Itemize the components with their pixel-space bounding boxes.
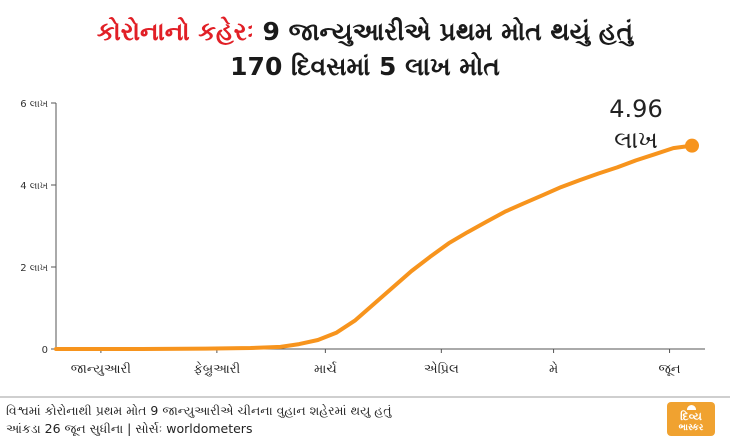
x-tick-label: એપ્રિલ xyxy=(424,361,459,377)
title-line-1: કોરોનાનો કહેરઃ 9 જાન્યુઆરીએ પ્રથમ મોત થય… xyxy=(0,14,730,49)
title-rest: 9 જાન્યુઆરીએ પ્રથમ મોત થયું હતું xyxy=(253,17,634,46)
logo-line-1: દિવ્ય xyxy=(680,409,702,423)
divya-bhaskar-logo: દિવ્ય ભાસ્કર xyxy=(667,402,715,436)
x-tick-label: જાન્યુઆરી xyxy=(71,361,131,377)
title-accent: કોરોનાનો કહેરઃ xyxy=(96,17,254,46)
x-tick-label: ફેબ્રુઆરી xyxy=(194,361,241,377)
line-chart: 0 2 લાખ 4 લાખ 6 લાખ જાન્યુઆરી ફેબ્રુઆરી માર્ચ એ… xyxy=(20,95,705,377)
end-point-marker xyxy=(685,138,699,153)
footer-note: વિશ્વમાં કોરોનાથી પ્રથમ મોત 9 જાન્યુઆરીએ… xyxy=(6,402,626,438)
logo-line-2: ભાસ્કર xyxy=(678,422,704,433)
x-tick-label: માર્ચ xyxy=(314,361,337,377)
series-line xyxy=(54,143,694,351)
y-tick-label: 0 xyxy=(42,345,48,356)
annotation-value: 4.96 xyxy=(609,95,662,123)
y-tick-label: 2 લાખ xyxy=(20,263,48,274)
footer-divider xyxy=(0,396,730,398)
sun-icon xyxy=(686,404,696,410)
y-tick-label: 6 લાખ xyxy=(20,99,48,110)
footer-line-2: આંકડા 26 જૂન સુધીના | સોર્સઃ worldometer… xyxy=(6,421,253,436)
x-tick-label: જૂન xyxy=(659,362,681,377)
footer-line-1: વિશ્વમાં કોરોનાથી પ્રથમ મોત 9 જાન્યુઆરીએ… xyxy=(6,403,392,418)
chart-title: કોરોનાનો કહેરઃ 9 જાન્યુઆરીએ પ્રથમ મોત થય… xyxy=(0,14,730,84)
title-line-2: 170 દિવસમાં 5 લાખ મોત xyxy=(230,52,500,81)
annotation-unit: લાખ xyxy=(614,126,658,154)
y-tick-label: 4 લાખ xyxy=(20,181,48,192)
x-tick-label: મે xyxy=(549,361,558,377)
